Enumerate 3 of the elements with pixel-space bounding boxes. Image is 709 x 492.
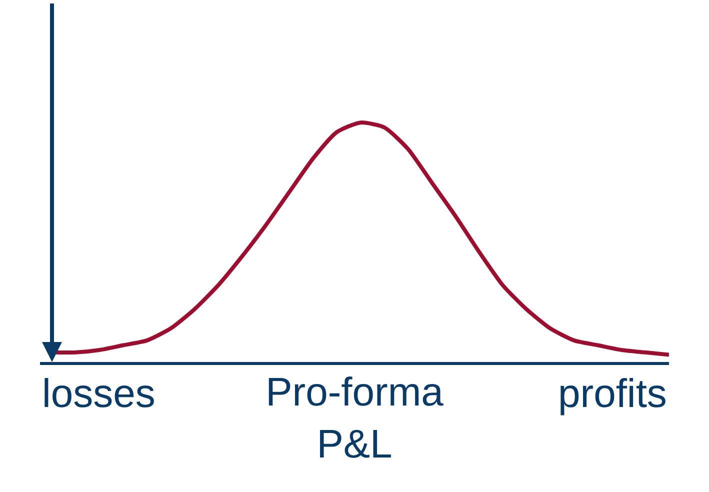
text: losses — [42, 372, 156, 416]
text: profits — [558, 372, 667, 416]
x-axis-title: Pro-forma P&L — [266, 370, 444, 466]
